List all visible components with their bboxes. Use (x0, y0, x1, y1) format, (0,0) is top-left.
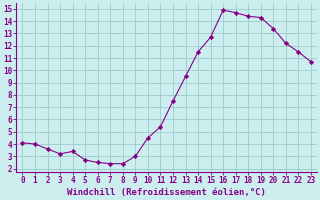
X-axis label: Windchill (Refroidissement éolien,°C): Windchill (Refroidissement éolien,°C) (67, 188, 266, 197)
